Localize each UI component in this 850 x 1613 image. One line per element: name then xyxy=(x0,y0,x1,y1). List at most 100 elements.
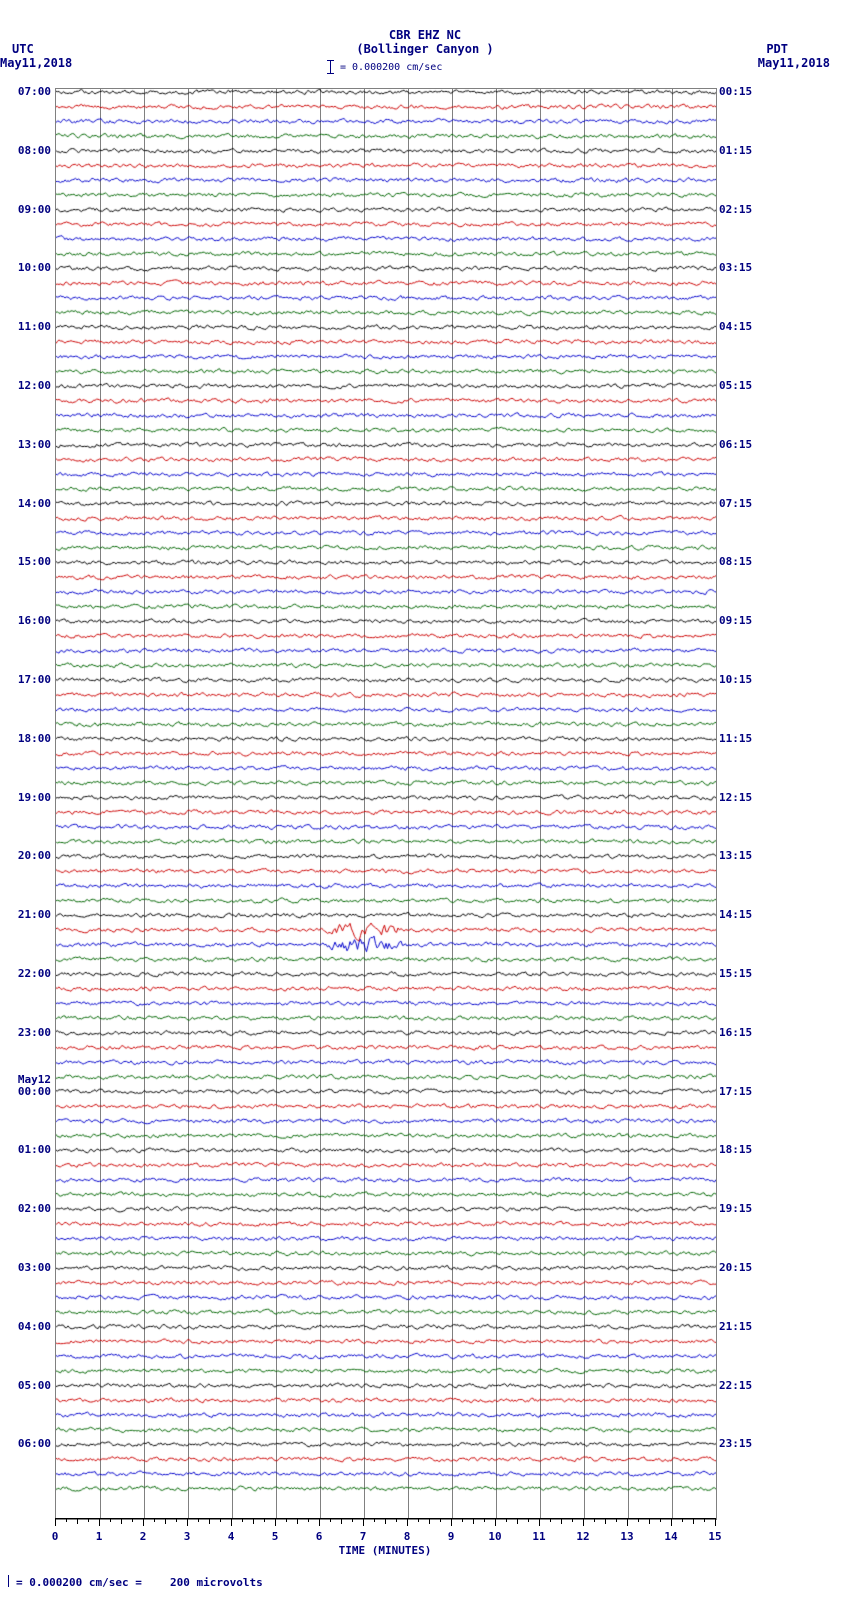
utc-time-label: 08:00 xyxy=(0,144,51,157)
gridline xyxy=(408,89,409,1519)
station-name: (Bollinger Canyon ) xyxy=(350,42,500,56)
x-tick xyxy=(495,1518,496,1526)
x-tick xyxy=(363,1518,364,1526)
x-tick-label: 15 xyxy=(705,1530,725,1543)
gridline xyxy=(100,89,101,1519)
utc-time-label: 15:00 xyxy=(0,555,51,568)
utc-time-label: 19:00 xyxy=(0,791,51,804)
pdt-time-label: 06:15 xyxy=(719,438,752,451)
gridline xyxy=(672,89,673,1519)
x-axis-line xyxy=(55,1518,715,1519)
pdt-time-label: 21:15 xyxy=(719,1320,752,1333)
gridline xyxy=(320,89,321,1519)
pdt-time-label: 14:15 xyxy=(719,908,752,921)
pdt-time-label: 09:15 xyxy=(719,614,752,627)
pdt-time-label: 16:15 xyxy=(719,1026,752,1039)
utc-time-label: 06:00 xyxy=(0,1437,51,1450)
gridline xyxy=(584,89,585,1519)
seismic-traces xyxy=(56,79,716,1529)
pdt-time-label: 10:15 xyxy=(719,673,752,686)
utc-time-label: 20:00 xyxy=(0,849,51,862)
utc-time-label: 00:00 xyxy=(0,1085,51,1098)
utc-time-label: 10:00 xyxy=(0,261,51,274)
x-tick xyxy=(275,1518,276,1526)
pdt-time-label: 12:15 xyxy=(719,791,752,804)
gridline xyxy=(496,89,497,1519)
utc-time-label: 09:00 xyxy=(0,203,51,216)
gridline xyxy=(276,89,277,1519)
x-tick-label: 2 xyxy=(133,1530,153,1543)
x-tick-label: 11 xyxy=(529,1530,549,1543)
utc-time-label: 13:00 xyxy=(0,438,51,451)
pdt-time-label: 22:15 xyxy=(719,1379,752,1392)
utc-time-label: 07:00 xyxy=(0,85,51,98)
pdt-time-label: 05:15 xyxy=(719,379,752,392)
left-date: May11,2018 xyxy=(0,56,72,70)
x-tick xyxy=(143,1518,144,1526)
utc-time-label: 16:00 xyxy=(0,614,51,627)
x-tick xyxy=(187,1518,188,1526)
x-tick xyxy=(451,1518,452,1526)
utc-time-label: 04:00 xyxy=(0,1320,51,1333)
x-tick xyxy=(539,1518,540,1526)
right-tz: PDT xyxy=(766,42,788,56)
footer-scale-note: = 0.000200 cm/sec = xyxy=(16,1576,142,1589)
seismogram-plot xyxy=(55,88,717,1520)
x-tick-label: 3 xyxy=(177,1530,197,1543)
footer-scale-bar-icon xyxy=(8,1575,9,1587)
x-tick xyxy=(671,1518,672,1526)
pdt-time-label: 18:15 xyxy=(719,1143,752,1156)
utc-time-label: 11:00 xyxy=(0,320,51,333)
seismogram-container: CBR EHZ NC (Bollinger Canyon ) UTC May11… xyxy=(0,0,850,1613)
scale-text: = 0.000200 cm/sec xyxy=(340,62,442,73)
x-tick-label: 6 xyxy=(309,1530,329,1543)
utc-time-label: 17:00 xyxy=(0,673,51,686)
pdt-time-label: 01:15 xyxy=(719,144,752,157)
x-tick xyxy=(407,1518,408,1526)
x-tick-label: 12 xyxy=(573,1530,593,1543)
gridline xyxy=(232,89,233,1519)
gridline xyxy=(540,89,541,1519)
utc-time-label: 22:00 xyxy=(0,967,51,980)
utc-time-label: 14:00 xyxy=(0,497,51,510)
pdt-time-label: 02:15 xyxy=(719,203,752,216)
gridline xyxy=(364,89,365,1519)
station-code: CBR EHZ NC xyxy=(370,28,480,42)
pdt-time-label: 20:15 xyxy=(719,1261,752,1274)
x-tick xyxy=(583,1518,584,1526)
x-tick-label: 10 xyxy=(485,1530,505,1543)
pdt-time-label: 04:15 xyxy=(719,320,752,333)
utc-time-label: 03:00 xyxy=(0,1261,51,1274)
utc-time-label: 23:00 xyxy=(0,1026,51,1039)
pdt-time-label: 00:15 xyxy=(719,85,752,98)
pdt-time-label: 17:15 xyxy=(719,1085,752,1098)
footer-microvolts: 200 microvolts xyxy=(170,1576,263,1589)
utc-time-label: 01:00 xyxy=(0,1143,51,1156)
left-tz: UTC xyxy=(12,42,34,56)
x-tick-label: 8 xyxy=(397,1530,417,1543)
x-tick xyxy=(99,1518,100,1526)
x-tick-label: 0 xyxy=(45,1530,65,1543)
pdt-time-label: 03:15 xyxy=(719,261,752,274)
gridline xyxy=(628,89,629,1519)
utc-time-label: 02:00 xyxy=(0,1202,51,1215)
x-tick xyxy=(231,1518,232,1526)
gridline xyxy=(188,89,189,1519)
x-tick xyxy=(55,1518,56,1526)
pdt-time-label: 23:15 xyxy=(719,1437,752,1450)
x-tick-label: 13 xyxy=(617,1530,637,1543)
utc-time-label: 21:00 xyxy=(0,908,51,921)
pdt-time-label: 13:15 xyxy=(719,849,752,862)
x-tick-label: 7 xyxy=(353,1530,373,1543)
utc-time-label: 12:00 xyxy=(0,379,51,392)
x-tick xyxy=(715,1518,716,1526)
x-tick xyxy=(627,1518,628,1526)
gridline xyxy=(144,89,145,1519)
pdt-time-label: 19:15 xyxy=(719,1202,752,1215)
right-date: May11,2018 xyxy=(758,56,830,70)
utc-time-label: 05:00 xyxy=(0,1379,51,1392)
x-tick xyxy=(319,1518,320,1526)
pdt-time-label: 07:15 xyxy=(719,497,752,510)
utc-time-label: 18:00 xyxy=(0,732,51,745)
gridline xyxy=(452,89,453,1519)
